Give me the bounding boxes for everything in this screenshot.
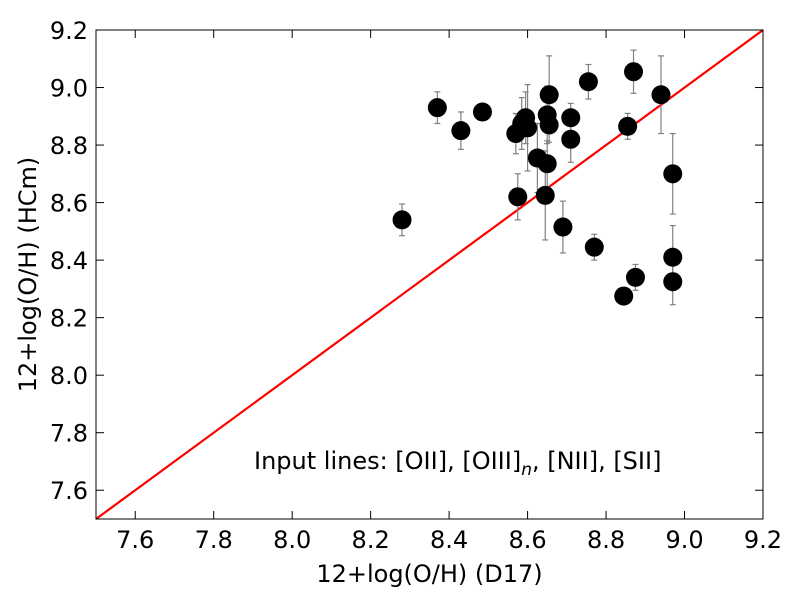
annotation-subscript: n bbox=[521, 460, 532, 480]
x-tick-label: 8.0 bbox=[273, 526, 311, 554]
data-point bbox=[539, 115, 559, 135]
data-point bbox=[451, 121, 471, 141]
y-tick-label: 7.8 bbox=[50, 420, 88, 448]
data-point bbox=[508, 187, 528, 207]
data-point bbox=[561, 108, 581, 128]
one-to-one-line bbox=[95, 29, 764, 520]
x-tick-label: 8.2 bbox=[352, 526, 390, 554]
y-tick-label: 8.2 bbox=[50, 305, 88, 333]
y-tick-label: 9.0 bbox=[50, 75, 88, 103]
x-tick-label: 9.2 bbox=[744, 526, 782, 554]
data-point bbox=[614, 286, 634, 306]
data-point bbox=[618, 116, 638, 136]
data-point bbox=[578, 72, 598, 92]
data-point bbox=[625, 267, 645, 287]
x-axis-label: 12+log(O/H) (D17) bbox=[316, 560, 542, 588]
y-tick-label: 7.6 bbox=[50, 477, 88, 505]
y-tick-label: 8.0 bbox=[50, 362, 88, 390]
data-point bbox=[537, 154, 557, 174]
data-point bbox=[535, 185, 555, 205]
data-point bbox=[663, 247, 683, 267]
data-point bbox=[663, 272, 683, 292]
x-axis-ticks: 7.6 7.8 8.0 8.2 8.4 8.6 8.8 9.0 9.2 bbox=[116, 30, 782, 554]
y-tick-label: 8.6 bbox=[50, 190, 88, 218]
annotation-prefix: Input lines: [OII], [OIII] bbox=[254, 447, 521, 475]
plot-frame bbox=[95, 29, 764, 520]
input-lines-annotation: Input lines: [OII], [OIII]n, [NII], [SII… bbox=[254, 447, 661, 480]
data-point bbox=[584, 237, 604, 257]
y-axis-label: 12+log(O/H) (HCm) bbox=[14, 157, 42, 393]
data-point bbox=[518, 118, 538, 138]
x-tick-label: 8.6 bbox=[509, 526, 547, 554]
x-tick-label: 8.8 bbox=[587, 526, 625, 554]
x-tick-label: 7.8 bbox=[195, 526, 233, 554]
data-point bbox=[561, 129, 581, 149]
y-tick-label: 8.4 bbox=[50, 247, 88, 275]
data-point bbox=[651, 85, 671, 105]
x-tick-label: 8.4 bbox=[430, 526, 468, 554]
y-axis-ticks: 7.6 7.8 8.0 8.2 8.4 8.6 8.8 9.0 9.2 bbox=[50, 17, 763, 505]
annotation-suffix: , [NII], [SII] bbox=[532, 447, 661, 475]
y-tick-label: 8.8 bbox=[50, 132, 88, 160]
data-point bbox=[624, 62, 644, 82]
data-point bbox=[427, 98, 447, 118]
data-point bbox=[472, 102, 492, 122]
data-point bbox=[392, 210, 412, 230]
y-tick-label: 9.2 bbox=[50, 17, 88, 45]
data-point bbox=[663, 164, 683, 184]
x-tick-label: 9.0 bbox=[665, 526, 703, 554]
x-tick-label: 7.6 bbox=[116, 526, 154, 554]
plot-content bbox=[95, 29, 764, 520]
data-point bbox=[539, 85, 559, 105]
data-point bbox=[553, 217, 573, 237]
